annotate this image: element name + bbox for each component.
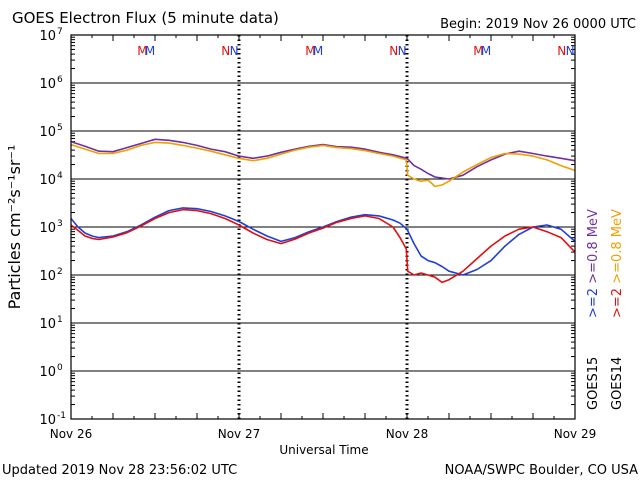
x-tick-label: Nov 29 bbox=[554, 427, 597, 441]
legend-segment: >=2 bbox=[586, 284, 601, 318]
y-tick-exponent: 2 bbox=[57, 267, 63, 277]
local-time-marker: N bbox=[566, 44, 575, 58]
local-time-marker: N bbox=[221, 44, 230, 58]
y-axis-label: Particles cm⁻²s⁻¹sr⁻¹ bbox=[5, 145, 24, 310]
y-tick-label: 10 bbox=[39, 29, 56, 44]
y-tick-label: 10 bbox=[39, 365, 56, 380]
chart-title: GOES Electron Flux (5 minute data) bbox=[12, 9, 279, 27]
y-tick-exponent: -1 bbox=[57, 411, 66, 421]
local-time-marker: N bbox=[389, 44, 398, 58]
y-tick-label: 10 bbox=[39, 413, 56, 428]
x-tick-label: Nov 26 bbox=[50, 427, 93, 441]
credit-label: NOAA/SWPC Boulder, CO USA bbox=[445, 463, 638, 478]
series-line-goes15-2-mev bbox=[70, 207, 576, 276]
y-tick-label: 10 bbox=[39, 221, 56, 236]
legend-energy: >=2 >=0.8 MeV bbox=[586, 209, 601, 318]
legend-satellite: GOES15 bbox=[586, 357, 601, 410]
plot-frame bbox=[70, 34, 576, 420]
y-tick-exponent: 3 bbox=[57, 219, 63, 229]
local-time-marker: N bbox=[230, 44, 239, 58]
updated-timestamp: Updated 2019 Nov 28 23:56:02 UTC bbox=[2, 463, 237, 478]
begin-time: Begin: 2019 Nov 26 0000 UTC bbox=[440, 17, 636, 32]
y-tick-exponent: 7 bbox=[57, 27, 63, 37]
y-tick-label: 10 bbox=[39, 173, 56, 188]
series-line-goes14-2-mev bbox=[70, 208, 576, 284]
series-line-goes15-0-8-mev bbox=[70, 138, 576, 180]
legend-satellite: GOES14 bbox=[610, 357, 625, 410]
local-time-marker: M bbox=[481, 44, 491, 58]
local-time-marker: N bbox=[398, 44, 407, 58]
y-tick-exponent: 6 bbox=[57, 75, 63, 85]
y-tick-exponent: 4 bbox=[57, 171, 63, 181]
y-tick-label: 10 bbox=[39, 317, 56, 332]
y-tick-exponent: 0 bbox=[57, 363, 63, 373]
local-time-marker: M bbox=[473, 44, 483, 58]
local-time-marker: M bbox=[137, 44, 147, 58]
y-tick-exponent: 1 bbox=[57, 315, 63, 325]
series-line-goes14-0-8-mev bbox=[70, 141, 576, 188]
y-tick-exponent: 5 bbox=[57, 123, 63, 133]
y-tick-label: 10 bbox=[39, 125, 56, 140]
y-tick-label: 10 bbox=[39, 77, 56, 92]
local-time-marker: M bbox=[313, 44, 323, 58]
legend-segment: >=2 bbox=[610, 284, 625, 318]
y-tick-label: 10 bbox=[39, 269, 56, 284]
x-tick-label: Nov 27 bbox=[218, 427, 261, 441]
local-time-marker: N bbox=[557, 44, 566, 58]
legend-segment: >=0.8 MeV bbox=[586, 209, 601, 284]
legend-segment: >=0.8 MeV bbox=[610, 209, 625, 284]
x-tick-label: Nov 28 bbox=[386, 427, 429, 441]
local-time-marker: M bbox=[145, 44, 155, 58]
x-axis-label: Universal Time bbox=[279, 443, 368, 457]
legend-energy: >=2 >=0.8 MeV bbox=[610, 209, 625, 318]
local-time-marker: M bbox=[305, 44, 315, 58]
